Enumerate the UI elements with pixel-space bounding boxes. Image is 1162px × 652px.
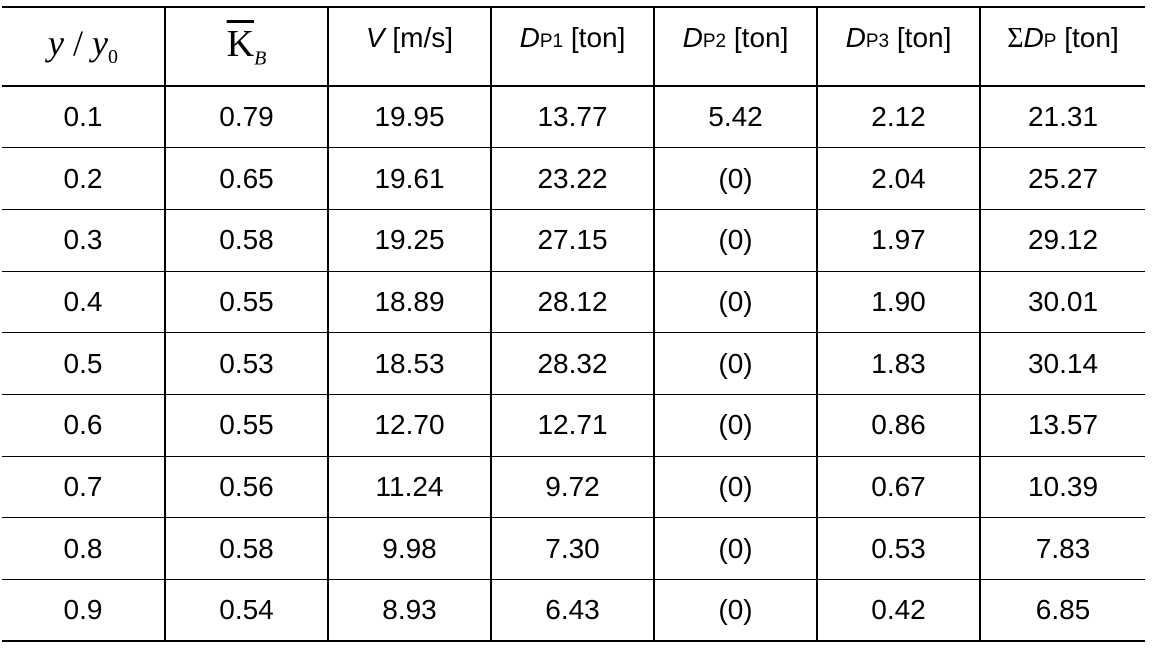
table-row: 0.8 0.58 9.98 7.30 (0) 0.53 7.83 bbox=[2, 517, 1145, 580]
cell-dp1: 9.72 bbox=[490, 456, 654, 519]
cell-dp-sum: 10.39 bbox=[979, 456, 1145, 519]
cell-y-ratio: 0.3 bbox=[2, 209, 165, 272]
cell-dp1: 7.30 bbox=[490, 517, 654, 580]
cell-dp3: 1.83 bbox=[816, 332, 980, 395]
table-row: 0.9 0.54 8.93 6.43 (0) 0.42 6.85 bbox=[2, 579, 1145, 643]
cell-kb: 0.55 bbox=[164, 271, 328, 334]
table-row: 0.7 0.56 11.24 9.72 (0) 0.67 10.39 bbox=[2, 456, 1145, 519]
cell-dp-sum: 6.85 bbox=[979, 579, 1145, 643]
cell-kb: 0.58 bbox=[164, 209, 328, 272]
cell-velocity: 9.98 bbox=[327, 517, 491, 580]
cell-dp-sum: 7.83 bbox=[979, 517, 1145, 580]
cell-dp3: 2.04 bbox=[816, 147, 980, 210]
cell-dp1: 28.12 bbox=[490, 271, 654, 334]
table-body: 0.1 0.79 19.95 13.77 5.42 2.12 21.31 0.2 0.65 19.… bbox=[2, 86, 1145, 643]
cell-dp-sum: 25.27 bbox=[979, 147, 1145, 210]
cell-kb: 0.65 bbox=[164, 147, 328, 210]
cell-dp2: (0) bbox=[653, 517, 817, 580]
cell-dp3: 1.90 bbox=[816, 271, 980, 334]
cell-y-ratio: 0.2 bbox=[2, 147, 165, 210]
results-table: y / y0 KB V [m/s] DP1 [ton] DP2 [ton] DP… bbox=[2, 6, 1145, 643]
cell-dp3: 1.97 bbox=[816, 209, 980, 272]
cell-kb: 0.56 bbox=[164, 456, 328, 519]
cell-dp2: (0) bbox=[653, 271, 817, 334]
header-kb: KB bbox=[164, 6, 328, 87]
cell-dp1: 12.71 bbox=[490, 394, 654, 457]
cell-dp-sum: 21.31 bbox=[979, 86, 1145, 149]
cell-velocity: 18.53 bbox=[327, 332, 491, 395]
cell-dp1: 13.77 bbox=[490, 86, 654, 149]
cell-velocity: 19.95 bbox=[327, 86, 491, 149]
cell-kb: 0.55 bbox=[164, 394, 328, 457]
cell-dp-sum: 13.57 bbox=[979, 394, 1145, 457]
header-dp3: DP3 [ton] bbox=[816, 6, 980, 87]
header-dp-sum: ΣDP [ton] bbox=[979, 6, 1145, 87]
header-dp1: DP1 [ton] bbox=[490, 6, 654, 87]
cell-y-ratio: 0.9 bbox=[2, 579, 165, 643]
cell-dp1: 6.43 bbox=[490, 579, 654, 643]
cell-velocity: 12.70 bbox=[327, 394, 491, 457]
cell-dp-sum: 30.14 bbox=[979, 332, 1145, 395]
cell-dp3: 0.42 bbox=[816, 579, 980, 643]
cell-dp2: (0) bbox=[653, 147, 817, 210]
cell-dp2: 5.42 bbox=[653, 86, 817, 149]
cell-dp2: (0) bbox=[653, 332, 817, 395]
cell-velocity: 19.61 bbox=[327, 147, 491, 210]
cell-dp-sum: 30.01 bbox=[979, 271, 1145, 334]
cell-y-ratio: 0.6 bbox=[2, 394, 165, 457]
cell-dp3: 0.67 bbox=[816, 456, 980, 519]
cell-dp3: 0.53 bbox=[816, 517, 980, 580]
cell-y-ratio: 0.1 bbox=[2, 86, 165, 149]
table-row: 0.1 0.79 19.95 13.77 5.42 2.12 21.31 bbox=[2, 86, 1145, 149]
cell-kb: 0.79 bbox=[164, 86, 328, 149]
header-velocity: V [m/s] bbox=[327, 6, 491, 87]
cell-velocity: 19.25 bbox=[327, 209, 491, 272]
header-y-ratio: y / y0 bbox=[2, 6, 165, 87]
cell-kb: 0.54 bbox=[164, 579, 328, 643]
cell-kb: 0.53 bbox=[164, 332, 328, 395]
cell-y-ratio: 0.8 bbox=[2, 517, 165, 580]
cell-velocity: 18.89 bbox=[327, 271, 491, 334]
cell-dp1: 23.22 bbox=[490, 147, 654, 210]
cell-y-ratio: 0.5 bbox=[2, 332, 165, 395]
cell-velocity: 11.24 bbox=[327, 456, 491, 519]
cell-y-ratio: 0.7 bbox=[2, 456, 165, 519]
cell-dp1: 28.32 bbox=[490, 332, 654, 395]
cell-dp2: (0) bbox=[653, 209, 817, 272]
cell-dp-sum: 29.12 bbox=[979, 209, 1145, 272]
cell-dp3: 2.12 bbox=[816, 86, 980, 149]
header-row: y / y0 KB V [m/s] DP1 [ton] DP2 [ton] DP… bbox=[2, 6, 1145, 87]
table-row: 0.3 0.58 19.25 27.15 (0) 1.97 29.12 bbox=[2, 209, 1145, 272]
cell-dp3: 0.86 bbox=[816, 394, 980, 457]
cell-dp2: (0) bbox=[653, 394, 817, 457]
table-row: 0.4 0.55 18.89 28.12 (0) 1.90 30.01 bbox=[2, 271, 1145, 334]
header-dp2: DP2 [ton] bbox=[653, 6, 817, 87]
cell-dp2: (0) bbox=[653, 579, 817, 643]
table-row: 0.6 0.55 12.70 12.71 (0) 0.86 13.57 bbox=[2, 394, 1145, 457]
cell-dp2: (0) bbox=[653, 456, 817, 519]
cell-kb: 0.58 bbox=[164, 517, 328, 580]
cell-velocity: 8.93 bbox=[327, 579, 491, 643]
table-row: 0.2 0.65 19.61 23.22 (0) 2.04 25.27 bbox=[2, 147, 1145, 210]
cell-y-ratio: 0.4 bbox=[2, 271, 165, 334]
table-row: 0.5 0.53 18.53 28.32 (0) 1.83 30.14 bbox=[2, 332, 1145, 395]
cell-dp1: 27.15 bbox=[490, 209, 654, 272]
